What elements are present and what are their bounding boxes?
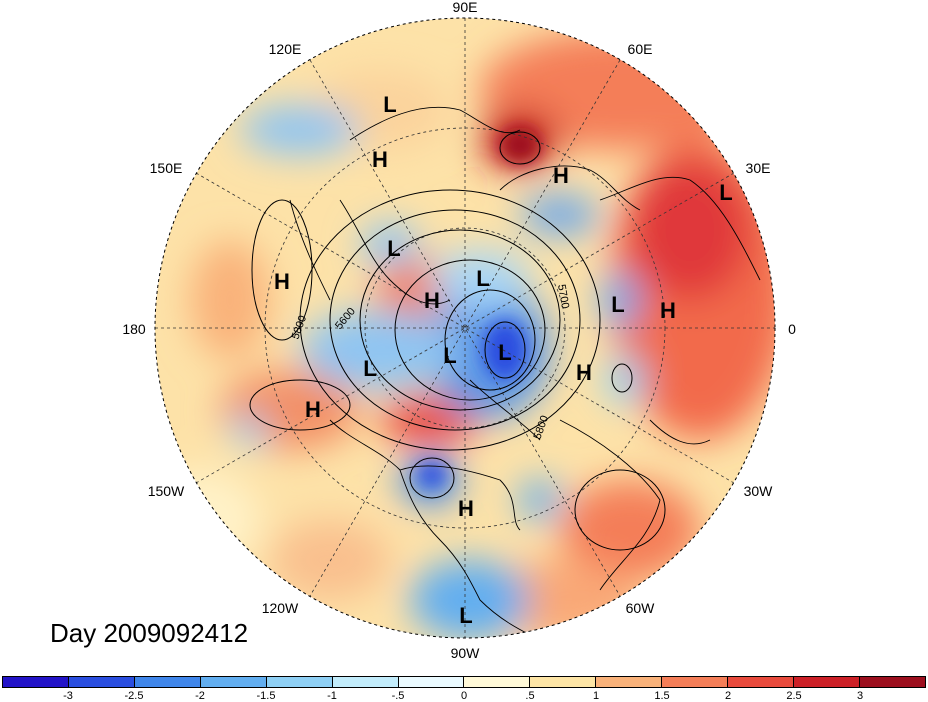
high-pressure-marker: H — [553, 163, 569, 188]
colorbar-tick-label: 0 — [460, 690, 468, 702]
coastlines — [289, 106, 761, 638]
colorbar-tick-label: 1 — [592, 690, 600, 702]
colorbar-segment — [332, 677, 399, 687]
low-pressure-marker: L — [363, 356, 376, 381]
colorbar-tick-label: 3 — [856, 690, 864, 702]
colorbar-segment — [662, 677, 729, 687]
longitude-label: 60W — [626, 600, 656, 616]
low-pressure-marker: L — [719, 180, 732, 205]
colorbar-segment — [68, 677, 135, 687]
high-pressure-marker: H — [424, 288, 440, 313]
contour-label: 5700 — [555, 283, 571, 309]
low-pressure-marker: L — [498, 340, 511, 365]
colorbar-tick-label: 1.5 — [654, 690, 670, 702]
longitude-label: 150W — [148, 483, 185, 499]
longitude-label: 30E — [746, 160, 771, 176]
low-pressure-marker: L — [611, 292, 624, 317]
colorbar-tick-label: -1 — [327, 690, 337, 702]
high-pressure-marker: H — [372, 147, 388, 172]
colorbar-segment — [794, 677, 860, 687]
longitude-label: 120W — [262, 600, 299, 616]
high-pressure-marker: H — [305, 397, 321, 422]
longitude-label: 90E — [453, 0, 478, 15]
colorbar-tick-label: 2.5 — [786, 690, 802, 702]
anomaly-field — [155, 18, 775, 638]
colorbar-tick-label: -3 — [63, 690, 73, 702]
colorbar-ticks: -3 -2.5 -2 -1.5 -1 -.5 0 .5 1 1.5 2 2.5 3 — [2, 690, 926, 702]
high-pressure-marker: H — [660, 298, 676, 323]
low-pressure-marker: L — [459, 603, 472, 628]
longitude-label: 0 — [788, 321, 796, 337]
longitude-label: 180 — [122, 321, 146, 337]
colorbar-segment — [530, 677, 597, 687]
longitude-label: 90W — [451, 645, 481, 661]
colorbar-tick-label: -2.5 — [124, 690, 144, 702]
colorbar-segment — [398, 677, 465, 687]
map-boundary — [154, 17, 776, 639]
colorbar-tick-label: 2 — [724, 690, 732, 702]
colorbar-tick-label: -1.5 — [256, 690, 276, 702]
colorbar-segment — [464, 677, 531, 687]
colorbar-tick-label: .5 — [525, 690, 535, 702]
colorbar — [2, 676, 926, 688]
height-contours — [249, 131, 666, 551]
date-title: Day 2009092412 — [50, 618, 249, 648]
colorbar-segment — [200, 677, 267, 687]
low-pressure-marker: L — [387, 236, 400, 261]
colorbar-segment — [596, 677, 663, 687]
colorbar-segment — [728, 677, 795, 687]
high-pressure-marker: H — [458, 496, 474, 521]
low-pressure-marker: L — [476, 266, 489, 291]
pressure-systems: L H H L H L H L H H L L L H H L L — [274, 92, 733, 628]
high-pressure-marker: H — [576, 360, 592, 385]
colorbar-segment — [266, 677, 333, 687]
longitude-label: 60E — [628, 41, 653, 57]
longitude-label: 150E — [150, 160, 183, 176]
graticule — [155, 18, 775, 638]
colorbar-segment — [3, 677, 69, 687]
longitude-label: 120E — [269, 41, 302, 57]
colorbar-segment — [134, 677, 201, 687]
colorbar-tick-label: -2 — [195, 690, 205, 702]
colorbar-segment — [859, 677, 925, 687]
high-pressure-marker: H — [274, 269, 290, 294]
low-pressure-marker: L — [443, 343, 456, 368]
longitude-label: 30W — [744, 483, 774, 499]
colorbar-tick-label: -.5 — [391, 690, 405, 702]
low-pressure-marker: L — [383, 92, 396, 117]
